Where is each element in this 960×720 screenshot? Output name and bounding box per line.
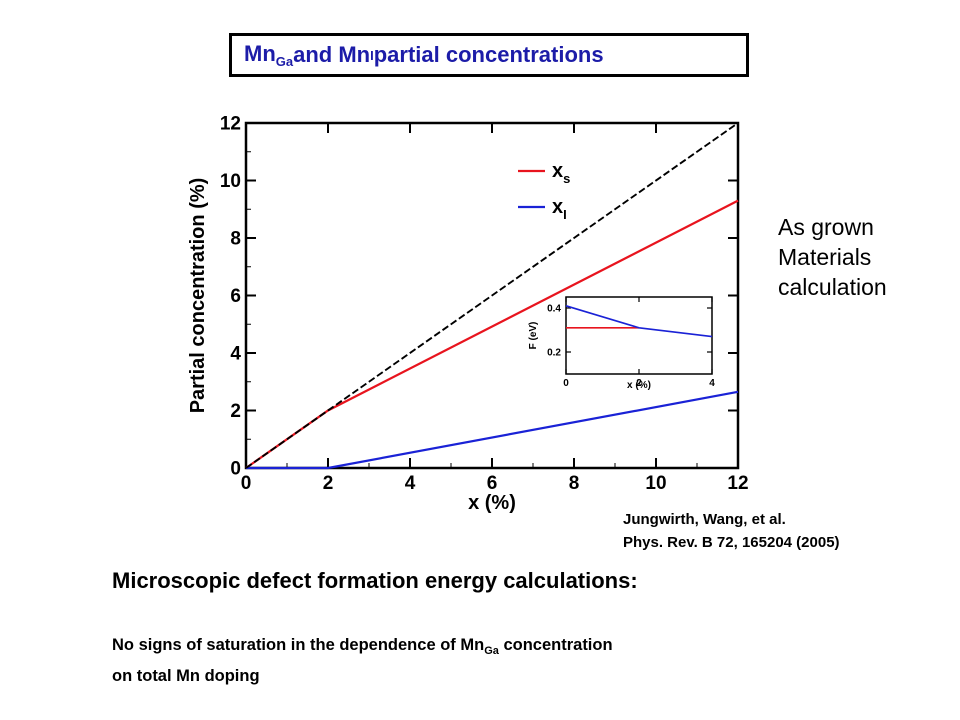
main-y-tick-label: 6: [230, 286, 241, 307]
body-text: No signs of saturation in the dependence…: [112, 633, 613, 689]
main-x-tick-label: 12: [727, 473, 748, 494]
chart-legend: xs xI: [518, 160, 570, 222]
side-note: As grown Materials calculation: [778, 212, 887, 302]
inset-x-tick-label: 0: [563, 378, 569, 389]
main-x-tick-label: 10: [645, 473, 666, 494]
side-note-line-3: calculation: [778, 274, 887, 300]
inset-y-axis-label: F (eV): [528, 322, 539, 350]
main-y-tick-label: 10: [220, 171, 241, 192]
main-x-tick-label: 2: [323, 473, 334, 494]
title-and-mn: and Mn: [293, 42, 371, 67]
main-y-tick-label: 12: [220, 114, 241, 135]
title-mn-ga: MnGa: [244, 41, 294, 69]
citation-authors: Jungwirth, Wang, et al.: [623, 511, 786, 528]
legend-label-0: xs: [552, 160, 570, 186]
inset-y-tick-label: 0.2: [547, 348, 561, 359]
inset-x-tick-label: 2: [636, 378, 642, 389]
main-y-tick-label: 0: [230, 459, 241, 480]
title-rest: partial concentrations: [373, 42, 604, 67]
body-line-2: on total Mn doping: [112, 667, 260, 685]
side-note-line-1: As grown: [778, 214, 874, 240]
slide-title: MnGa and Mn I partial concentrations: [229, 33, 749, 77]
inset-series-line-1: [565, 305, 713, 338]
inset-plot-frame: [565, 296, 713, 375]
main-x-tick-label: 6: [487, 473, 498, 494]
main-y-axis-label: Partial concentration (%): [187, 178, 209, 414]
main-y-tick-label: 8: [230, 229, 241, 250]
title-mn-i-sub: I: [370, 47, 374, 63]
main-y-tick-label: 2: [230, 401, 241, 422]
main-x-tick-label: 4: [405, 473, 416, 494]
section-heading: Microscopic defect formation energy calc…: [112, 568, 638, 593]
inset-y-tick-label: 0.4: [547, 304, 561, 315]
main-x-tick-label: 0: [241, 473, 252, 494]
main-y-tick-label: 4: [230, 344, 241, 365]
side-note-line-2: Materials: [778, 244, 872, 270]
citation-journal: Phys. Rev. B 72, 165204 (2005): [623, 534, 840, 551]
main-series-line-1: [246, 390, 739, 470]
body-line-1: No signs of saturation in the dependence…: [112, 636, 613, 657]
legend-label-1: xI: [552, 196, 567, 222]
inset-x-axis-label: x (%): [627, 380, 651, 391]
citation: Jungwirth, Wang, et al. Phys. Rev. B 72,…: [623, 508, 840, 554]
partial-concentration-chart: 0 2 4 6 8 10 12 0 2 4 6 8 10 12 x (%) Partial concentra…: [187, 114, 749, 514]
inset-x-tick-label: 4: [709, 378, 715, 389]
main-x-axis-label: x (%): [468, 492, 516, 514]
main-series-line-2: [245, 122, 739, 469]
main-x-tick-label: 8: [569, 473, 580, 494]
